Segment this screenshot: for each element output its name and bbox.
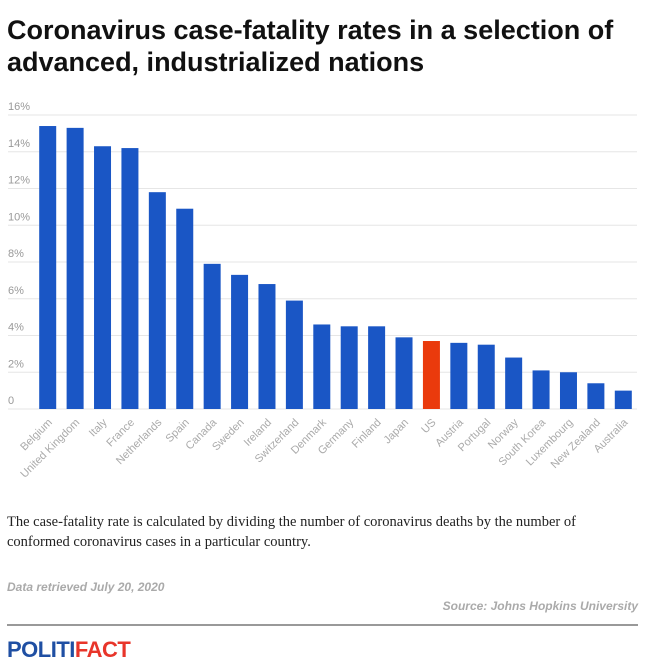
- bar-switzerland: [285, 300, 303, 409]
- logo-fact: FACT: [74, 637, 131, 662]
- bar-italy: [94, 146, 112, 410]
- source-credit: Source: Johns Hopkins University: [442, 599, 638, 613]
- bar-australia: [614, 390, 632, 409]
- y-tick-label: 2%: [8, 358, 24, 370]
- y-tick-label: 0: [8, 395, 14, 407]
- x-tick-label: Japan: [381, 417, 411, 447]
- bar-germany: [340, 326, 358, 409]
- bar-luxembourg: [559, 372, 577, 409]
- bar-japan: [395, 337, 413, 409]
- x-tick-label: Finland: [350, 417, 384, 451]
- y-tick-label: 10%: [8, 211, 30, 223]
- bar-denmark: [313, 324, 331, 409]
- bar-united-kingdom: [66, 127, 84, 410]
- bar-belgium: [39, 126, 57, 410]
- bar-new-zealand: [587, 383, 605, 409]
- gridlines: [8, 114, 637, 410]
- bar-canada: [203, 263, 221, 409]
- logo-politi: POLITI: [7, 637, 75, 662]
- chart-title: Coronavirus case-fatality rates in a sel…: [7, 15, 614, 77]
- politifact-logo[interactable]: POLITIFACT: [7, 637, 131, 662]
- bar-spain: [176, 208, 194, 409]
- bar-us: [422, 341, 440, 409]
- bar-austria: [450, 342, 468, 409]
- bars: [39, 126, 632, 410]
- bar-portugal: [477, 344, 495, 409]
- x-tick-label: US: [419, 417, 438, 436]
- y-tick-label: 14%: [8, 138, 30, 150]
- y-tick-label: 16%: [8, 101, 30, 113]
- bar-norway: [505, 357, 523, 409]
- y-tick-label: 8%: [8, 248, 24, 260]
- bar-france: [121, 148, 139, 409]
- y-tick-label: 6%: [8, 285, 24, 297]
- y-tick-label: 4%: [8, 322, 24, 334]
- bar-netherlands: [148, 192, 166, 409]
- bar-south-korea: [532, 370, 550, 409]
- y-tick-label: 12%: [8, 175, 30, 187]
- y-axis-ticks: 0 2% 4% 6% 8% 10% 12% 14% 16%: [8, 101, 30, 407]
- bar-finland: [368, 326, 386, 409]
- bar-ireland: [258, 284, 276, 409]
- retrieved-date: Data retrieved July 20, 2020: [7, 580, 165, 594]
- bar-sweden: [231, 274, 249, 409]
- x-tick-label: Italy: [87, 416, 110, 439]
- methodology-note: The case-fatality rate is calculated by …: [7, 514, 576, 550]
- divider: [7, 624, 638, 626]
